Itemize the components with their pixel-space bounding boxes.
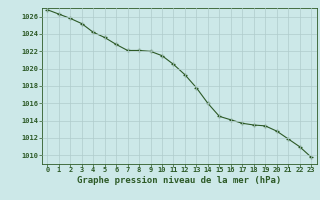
X-axis label: Graphe pression niveau de la mer (hPa): Graphe pression niveau de la mer (hPa) bbox=[77, 176, 281, 185]
